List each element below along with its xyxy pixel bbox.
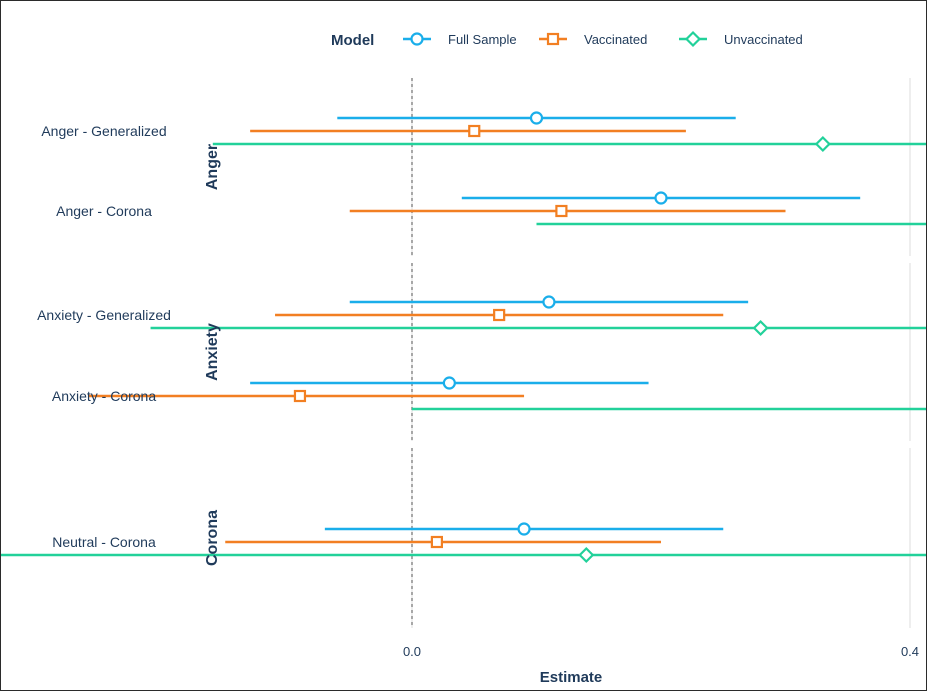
- row-label-anxiety-generalized: Anxiety - Generalized: [37, 307, 171, 323]
- point-vaccinated: [493, 308, 506, 322]
- legend-key-vaccinated: [546, 32, 560, 46]
- point-vaccinated: [430, 535, 443, 549]
- facet-label-anxiety: Anxiety: [204, 323, 221, 381]
- legend: Model Full Sample Vaccinated Unvaccinated: [331, 30, 803, 49]
- facet-label-anger: Anger: [204, 144, 221, 190]
- point-vaccinated: [468, 124, 481, 138]
- point-unvaccinated: [752, 319, 769, 337]
- legend-label-full-sample: Full Sample: [448, 32, 517, 47]
- x-tick-label: 0.4: [901, 644, 919, 659]
- point-full-sample: [517, 522, 531, 536]
- point-full-sample: [654, 191, 668, 205]
- point-full-sample: [442, 376, 456, 390]
- row-label-anger-corona: Anger - Corona: [56, 203, 152, 219]
- row-label-neutral-corona: Neutral - Corona: [52, 534, 156, 550]
- row-label-anger-generalized: Anger - Generalized: [41, 123, 166, 139]
- legend-key-full-sample: [410, 32, 424, 46]
- facet-label-corona: Corona: [204, 510, 221, 566]
- marks-layer: [0, 111, 927, 564]
- point-full-sample: [529, 111, 544, 125]
- point-vaccinated: [555, 204, 568, 218]
- point-unvaccinated: [814, 135, 831, 153]
- point-vaccinated: [293, 389, 307, 403]
- legend-title: Model: [331, 32, 374, 49]
- x-axis-title: Estimate: [540, 669, 603, 686]
- legend-key-unvaccinated: [684, 30, 702, 48]
- point-full-sample: [542, 295, 556, 309]
- point-unvaccinated: [578, 546, 595, 564]
- row-label-anxiety-corona: Anxiety - Corona: [52, 388, 156, 404]
- labels-layer: -0.40.00.40.81.2AngerAnger - Generalized…: [37, 123, 919, 659]
- legend-label-vaccinated: Vaccinated: [584, 32, 647, 47]
- legend-label-unvaccinated: Unvaccinated: [724, 32, 803, 47]
- x-tick-label: 0.0: [403, 644, 421, 659]
